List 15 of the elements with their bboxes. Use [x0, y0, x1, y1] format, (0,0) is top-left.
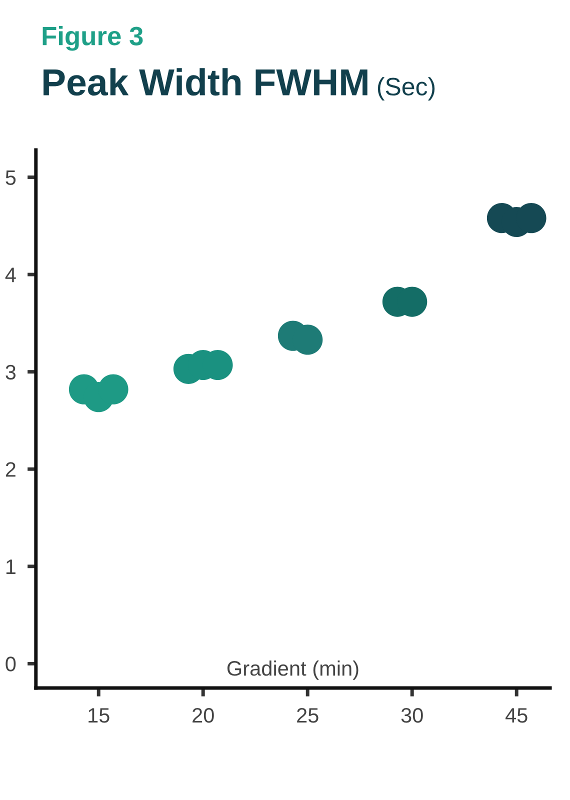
y-tick-label: 1 — [6, 560, 16, 574]
x-tick-label: 30 — [401, 708, 423, 723]
x-axis-title: Gradient (min) — [227, 660, 358, 680]
y-tick-label: 5 — [6, 170, 16, 185]
chart-title: Figure 3 — [42, 26, 143, 51]
y-tick-label: 4 — [5, 268, 16, 282]
x-tick-label: 20 — [192, 708, 214, 723]
x-tick-label: 45 — [506, 708, 528, 723]
y-axis-title: (Sec) — [378, 77, 435, 100]
y-tick-label: 0 — [6, 656, 16, 672]
x-tick-label: 25 — [297, 708, 318, 723]
chart-subtitle: Peak Width FWHM — [44, 68, 368, 96]
y-tick-label: 2 — [6, 462, 16, 477]
x-tick-label: 15 — [88, 708, 110, 723]
y-tick-label: 3 — [6, 364, 16, 380]
